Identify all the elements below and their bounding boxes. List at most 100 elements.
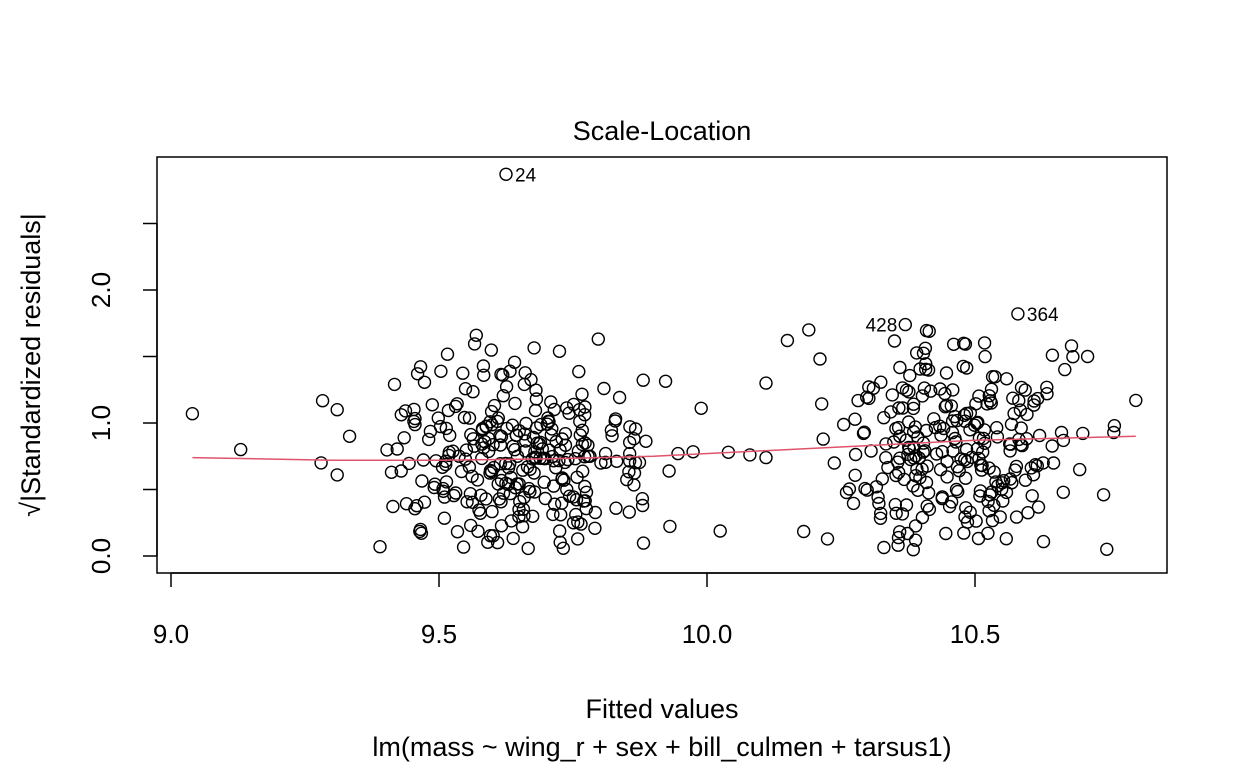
- data-point: [780, 333, 795, 348]
- data-point: [658, 374, 673, 388]
- data-point: [623, 454, 637, 468]
- data-point: [456, 366, 470, 380]
- data-point: [522, 481, 536, 496]
- data-point: [553, 524, 567, 538]
- data-point: [458, 382, 473, 396]
- data-point: [612, 390, 627, 405]
- data-point: [893, 525, 907, 539]
- data-point: [1058, 362, 1072, 377]
- point-label-364: 364: [1027, 305, 1059, 326]
- data-point: [578, 479, 592, 494]
- data-point: [973, 484, 988, 498]
- data-point: [662, 464, 676, 478]
- data-point: [743, 448, 757, 462]
- data-point: [549, 461, 563, 475]
- data-point: [476, 359, 491, 373]
- data-point: [891, 530, 906, 545]
- data-point: [449, 486, 463, 500]
- data-point: [906, 401, 921, 416]
- data-point: [860, 483, 874, 497]
- data-point: [940, 470, 954, 484]
- data-point: [1066, 350, 1080, 364]
- data-point: [571, 532, 585, 546]
- data-point: [908, 519, 923, 533]
- point-labels: 24 428 364: [515, 165, 1059, 336]
- data-point: [540, 417, 554, 431]
- data-point: [394, 464, 408, 478]
- data-point: [985, 370, 1000, 384]
- data-point: [857, 425, 871, 439]
- data-point: [893, 429, 907, 443]
- data-point: [913, 471, 927, 485]
- data-point: [433, 419, 448, 434]
- data-point: [387, 377, 402, 392]
- data-point: [373, 540, 387, 554]
- data-point: [920, 459, 934, 473]
- data-point: [628, 422, 643, 436]
- data-point: [916, 445, 930, 459]
- data-point: [609, 501, 623, 515]
- data-point: [1005, 476, 1019, 490]
- x-axis-title: Fitted values: [585, 694, 738, 724]
- data-point: [528, 403, 543, 418]
- data-point: [827, 456, 841, 470]
- data-point: [443, 428, 457, 443]
- data-point: [330, 468, 344, 482]
- data-point: [908, 533, 923, 547]
- data-point: [493, 429, 507, 443]
- data-point: [1003, 437, 1017, 451]
- data-point: [560, 482, 574, 497]
- data-point: [1129, 393, 1143, 408]
- data-point: [1045, 348, 1060, 362]
- data-point: [875, 472, 889, 486]
- data-point: [475, 451, 489, 466]
- data-point: [848, 468, 862, 482]
- data-point: [555, 471, 569, 485]
- data-point: [971, 415, 985, 430]
- data-point: [1024, 461, 1039, 475]
- data-point: [1007, 406, 1021, 421]
- data-point: [879, 451, 893, 465]
- data-point: [457, 410, 472, 425]
- data-point: [504, 470, 518, 485]
- data-point: [448, 399, 463, 414]
- data-point: [1080, 349, 1095, 364]
- data-point: [623, 420, 637, 434]
- chart-title: Scale-Location: [573, 116, 752, 146]
- data-point: [951, 484, 965, 499]
- data-point: [435, 460, 450, 474]
- data-point: [851, 393, 865, 408]
- smoother-line: [192, 435, 1136, 461]
- data-point: [503, 364, 517, 378]
- data-point: [517, 509, 531, 523]
- data-point: [529, 392, 544, 406]
- data-point: [896, 401, 910, 415]
- data-point: [636, 373, 650, 387]
- data-point: [1064, 339, 1079, 353]
- data-point: [872, 496, 886, 511]
- data-point: [974, 463, 989, 477]
- data-point: [513, 494, 527, 509]
- data-point: [820, 532, 835, 546]
- data-point: [494, 495, 508, 509]
- data-point: [874, 375, 888, 389]
- data-point: [528, 445, 542, 459]
- data-point: [479, 492, 493, 506]
- data-point: [517, 427, 532, 441]
- data-point: [920, 499, 934, 513]
- data-point: [504, 514, 518, 528]
- data-point: [635, 492, 650, 506]
- data-point: [969, 397, 983, 411]
- data-point: [496, 389, 510, 403]
- data-point: [939, 526, 953, 541]
- data-point: [425, 398, 439, 412]
- data-point: [1009, 459, 1024, 474]
- data-point: [915, 510, 930, 525]
- data-point: [537, 475, 551, 489]
- data-point: [906, 479, 920, 493]
- data-point: [408, 417, 422, 432]
- data-point: [815, 397, 829, 411]
- data-point: [440, 347, 455, 361]
- data-point: [622, 505, 636, 519]
- data-point: [935, 490, 949, 504]
